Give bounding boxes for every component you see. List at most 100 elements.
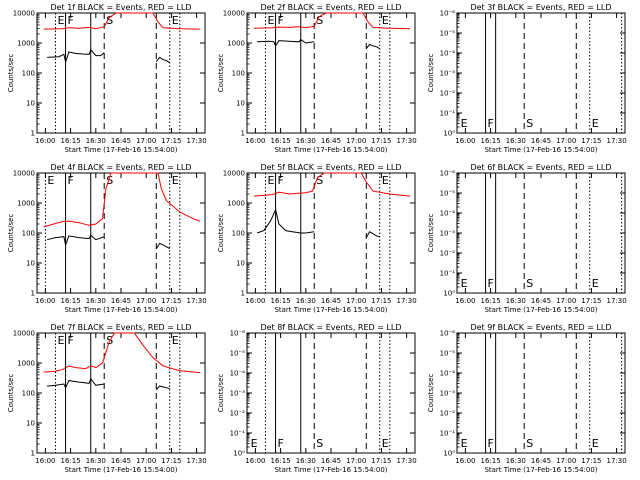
event-marker-label: F xyxy=(488,437,494,450)
x-tick-label: 17:15 xyxy=(581,137,601,145)
event-marker-label: E xyxy=(461,277,468,290)
y-tick-label: 10⁰ xyxy=(443,450,455,458)
y-tick-label: 10⁻⁵ xyxy=(440,190,456,198)
x-tick-label: 16:45 xyxy=(321,137,341,145)
y-tick-label: 10⁻³ xyxy=(230,390,246,398)
y-tick-label: 10 xyxy=(236,100,245,108)
y-tick-label: 10⁻⁴ xyxy=(440,210,456,218)
y-axis-label: Counts/sec xyxy=(7,214,15,253)
y-tick-label: 10 xyxy=(26,100,35,108)
lld-series-line xyxy=(43,172,201,228)
y-tick-label: 10⁻¹ xyxy=(230,430,246,438)
x-axis-label: Start Time (17-Feb-16 15:54:00) xyxy=(64,466,177,474)
y-axis-label: Counts/sec xyxy=(427,374,435,413)
x-tick-label: 17:00 xyxy=(556,137,576,145)
y-axis-label: Counts/sec xyxy=(7,54,15,93)
x-tick-label: 17:00 xyxy=(136,137,156,145)
y-tick-label: 10⁻³ xyxy=(440,70,456,78)
events-series-line xyxy=(47,48,105,65)
x-axis-label: Start Time (17-Feb-16 15:54:00) xyxy=(64,306,177,314)
x-tick-label: 16:45 xyxy=(531,137,551,145)
x-axis-label: Start Time (17-Feb-16 15:54:00) xyxy=(274,466,387,474)
x-tick-label: 16:45 xyxy=(111,137,131,145)
x-tick-label: 16:30 xyxy=(296,137,316,145)
x-tick-label: 17:30 xyxy=(187,137,207,145)
y-tick-label: 10 xyxy=(236,260,245,268)
x-tick-label: 16:30 xyxy=(296,297,316,305)
x-tick-label: 16:45 xyxy=(321,297,341,305)
chart-panel: Det 9f BLACK = Events, RED = LLD 10⁰ 10⁻¹ 1… xyxy=(427,323,627,474)
chart-panel: Det 6f BLACK = Events, RED = LLD 10⁰ 10⁻¹ 1… xyxy=(427,163,627,314)
event-marker-label: S xyxy=(106,174,113,187)
x-tick-label: 16:45 xyxy=(321,457,341,465)
x-tick-label: 16:00 xyxy=(245,457,265,465)
event-marker-label: S xyxy=(316,14,323,27)
events-series-line xyxy=(155,56,170,64)
y-tick-label: 10⁻¹ xyxy=(440,270,456,278)
x-tick-label: 17:15 xyxy=(371,457,391,465)
y-tick-label: 10⁻¹ xyxy=(440,430,456,438)
event-marker-label: E xyxy=(592,277,599,290)
event-marker-label: E xyxy=(57,14,64,27)
x-tick-label: 17:00 xyxy=(346,297,366,305)
x-tick-label: 17:15 xyxy=(161,297,181,305)
lld-series-line xyxy=(253,12,411,30)
x-tick-label: 16:15 xyxy=(271,297,291,305)
y-tick-label: 10⁻⁴ xyxy=(440,370,456,378)
plot-frame xyxy=(456,332,626,454)
x-tick-label: 17:15 xyxy=(371,137,391,145)
x-tick-label: 16:00 xyxy=(455,297,475,305)
event-marker-label: F xyxy=(68,14,74,27)
x-axis-label: Start Time (17-Feb-16 15:54:00) xyxy=(64,146,177,154)
y-tick-label: 10000 xyxy=(223,170,245,178)
events-series-line xyxy=(257,38,315,47)
y-tick-label: 10⁻⁵ xyxy=(440,30,456,38)
y-axis-label: Counts/sec xyxy=(427,54,435,93)
event-marker-label: E xyxy=(267,174,274,187)
x-tick-label: 17:30 xyxy=(607,297,627,305)
x-tick-label: 16:00 xyxy=(35,297,55,305)
x-tick-label: 16:00 xyxy=(35,457,55,465)
y-tick-label: 10⁻⁴ xyxy=(230,370,246,378)
x-axis-label: Start Time (17-Feb-16 15:54:00) xyxy=(484,466,597,474)
x-tick-label: 17:30 xyxy=(607,137,627,145)
event-marker-label: F xyxy=(68,334,74,347)
event-marker-label: F xyxy=(278,14,284,27)
x-tick-label: 17:30 xyxy=(187,457,207,465)
y-tick-label: 1 xyxy=(31,290,35,298)
y-tick-label: 10 xyxy=(26,420,35,428)
x-tick-label: 16:15 xyxy=(271,137,291,145)
event-marker-label: E xyxy=(57,334,64,347)
y-tick-label: 1000 xyxy=(17,200,35,208)
x-tick-label: 16:15 xyxy=(271,457,291,465)
chart-panel: Det 2f BLACK = Events, RED = LLD 1 10 100 10… xyxy=(217,3,417,154)
x-tick-label: 16:15 xyxy=(61,457,81,465)
y-tick-label: 100 xyxy=(232,70,245,78)
x-tick-label: 16:30 xyxy=(86,137,106,145)
event-marker-label: E xyxy=(592,437,599,450)
y-tick-label: 1000 xyxy=(227,40,245,48)
lld-series-line xyxy=(43,12,201,30)
y-tick-label: 10⁻² xyxy=(230,410,246,418)
x-tick-label: 16:45 xyxy=(111,297,131,305)
y-axis-label: Counts/sec xyxy=(217,54,225,93)
x-tick-label: 17:00 xyxy=(346,137,366,145)
y-tick-label: 10⁻⁶ xyxy=(440,170,456,178)
x-tick-label: 16:30 xyxy=(506,297,526,305)
x-tick-label: 17:30 xyxy=(607,457,627,465)
x-tick-label: 16:15 xyxy=(61,137,81,145)
event-marker-label: F xyxy=(68,174,74,187)
events-series-line xyxy=(155,385,170,390)
y-tick-label: 10⁻³ xyxy=(440,390,456,398)
y-tick-label: 10⁻⁶ xyxy=(440,330,456,338)
event-marker-label: E xyxy=(382,174,389,187)
y-tick-label: 10⁻⁴ xyxy=(440,50,456,58)
event-marker-label: S xyxy=(316,174,323,187)
x-tick-label: 16:30 xyxy=(86,297,106,305)
x-tick-label: 17:30 xyxy=(397,297,417,305)
events-series-line xyxy=(47,377,105,389)
events-series-line xyxy=(155,242,170,250)
event-marker-label: S xyxy=(526,277,533,290)
lld-series-line xyxy=(43,332,201,374)
